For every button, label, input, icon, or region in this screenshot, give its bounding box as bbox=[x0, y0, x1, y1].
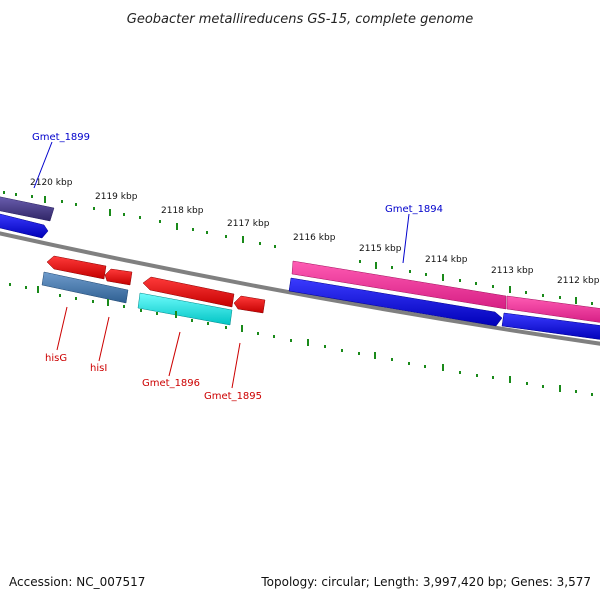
gene-label-hisi[interactable]: hisI bbox=[90, 363, 107, 374]
label-leader-line bbox=[168, 331, 181, 377]
scale-label: 2119 kbp bbox=[95, 192, 138, 202]
inner-tick-track bbox=[9, 283, 593, 396]
forward-gene-arrow[interactable] bbox=[501, 312, 600, 340]
scale-label: 2117 kbp bbox=[227, 219, 270, 229]
pink-feature[interactable] bbox=[291, 260, 507, 310]
accession-text: Accession: NC_007517 bbox=[9, 575, 145, 589]
genome-backbone bbox=[0, 231, 600, 346]
label-leader-line bbox=[402, 213, 410, 264]
pink-feature[interactable] bbox=[506, 295, 600, 323]
scale-label: 2112 kbp bbox=[557, 276, 600, 286]
gene-label-gmet-1895[interactable]: Gmet_1895 bbox=[204, 391, 262, 402]
reverse-gene-arrow-hisI[interactable] bbox=[104, 268, 133, 286]
scale-label: 2114 kbp bbox=[425, 255, 468, 265]
scale-label: 2116 kbp bbox=[293, 233, 336, 243]
genome-summary-text: Topology: circular; Length: 3,997,420 bp… bbox=[260, 575, 591, 589]
purple-feature[interactable] bbox=[0, 196, 55, 222]
gene-label-gmet-1899[interactable]: Gmet_1899 bbox=[32, 132, 90, 143]
reverse-gene-arrow-gmet-1896[interactable] bbox=[142, 276, 235, 308]
label-leader-line bbox=[56, 306, 68, 351]
gene-label-hisg[interactable]: hisG bbox=[45, 353, 67, 364]
map-title: Geobacter metallireducens GS-15, complet… bbox=[127, 12, 473, 27]
scale-labels: 2120 kbp 2119 kbp 2118 kbp 2117 kbp 2116… bbox=[30, 178, 600, 286]
scale-label: 2113 kbp bbox=[491, 266, 534, 276]
reverse-gene-arrow-gmet-1895[interactable] bbox=[233, 295, 266, 314]
label-leader-line bbox=[98, 316, 110, 362]
reverse-gene-arrow-hisG[interactable] bbox=[46, 255, 107, 280]
steel-feature[interactable] bbox=[41, 271, 129, 304]
scale-label: 2115 kbp bbox=[359, 244, 402, 254]
label-leader-line bbox=[33, 141, 53, 189]
forward-gene-arrow[interactable] bbox=[288, 277, 503, 327]
gene-label-gmet-1896[interactable]: Gmet_1896 bbox=[142, 378, 200, 389]
label-leader-line bbox=[231, 342, 241, 389]
scale-label: 2118 kbp bbox=[161, 206, 204, 216]
forward-gene-arrow[interactable] bbox=[0, 213, 49, 239]
gene-label-gmet-1894[interactable]: Gmet_1894 bbox=[385, 204, 443, 215]
outer-tick-track bbox=[3, 191, 593, 305]
cyan-feature[interactable] bbox=[137, 292, 233, 326]
scale-label: 2120 kbp bbox=[30, 178, 73, 188]
